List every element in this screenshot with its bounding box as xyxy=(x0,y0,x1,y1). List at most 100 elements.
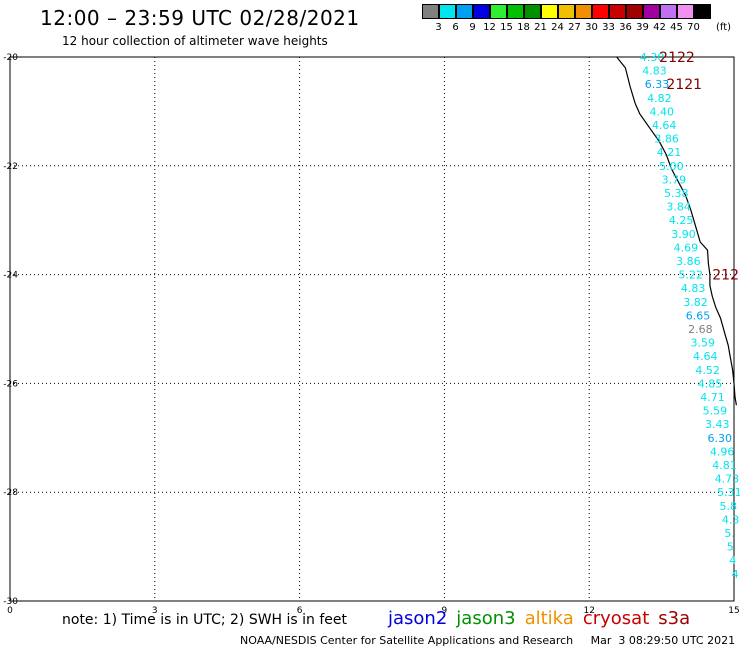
legend-swatch xyxy=(541,4,558,19)
page-subtitle: 12 hour collection of altimeter wave hei… xyxy=(62,34,328,48)
legend-swatch xyxy=(456,4,473,19)
credit-line: NOAA/NESDIS Center for Satellite Applica… xyxy=(240,634,740,647)
swh-label: 3.43 xyxy=(705,418,730,431)
legend-label: 70 xyxy=(687,22,700,33)
legend-label: 30 xyxy=(585,22,598,33)
grid-lines xyxy=(10,57,734,601)
y-tick-label: -26 xyxy=(3,379,18,389)
legend-label: 27 xyxy=(568,22,581,33)
swh-labels: 4.304.836.334.824.404.643.864.215.003.79… xyxy=(640,51,740,581)
axis-ticks: 0 3 6 9 12 15 -20 -22 -24 -26 -28 -30 xyxy=(3,53,739,616)
time-label: 2120 xyxy=(712,268,740,284)
legend-swatch xyxy=(626,4,643,19)
swh-label: 2.68 xyxy=(688,323,713,336)
x-tick-label: 0 xyxy=(7,606,13,616)
legend-swatch xyxy=(575,4,592,19)
x-tick-label: 9 xyxy=(442,606,448,616)
x-tick-label: 3 xyxy=(152,606,158,616)
legend-swatch xyxy=(660,4,677,19)
satellite-name: jason2 xyxy=(388,608,448,629)
legend-label: 21 xyxy=(534,22,547,33)
swh-label: 3.90 xyxy=(671,228,696,241)
swh-label: 3.79 xyxy=(662,173,687,186)
time-label: 2121 xyxy=(666,77,702,93)
legend-swatch xyxy=(524,4,541,19)
swh-label: 5.31 xyxy=(717,486,740,499)
swh-label: 5.59 xyxy=(703,405,728,418)
legend-swatch xyxy=(592,4,609,19)
y-tick-label: -30 xyxy=(3,597,18,607)
swh-label: 6.65 xyxy=(686,309,711,322)
legend-label: 9 xyxy=(469,22,476,33)
satellite-track xyxy=(616,56,737,406)
legend-swatch xyxy=(609,4,626,19)
swh-label: 4.64 xyxy=(693,350,718,363)
legend-label: 6 xyxy=(452,22,459,33)
legend-label: 45 xyxy=(670,22,683,33)
legend-label: 33 xyxy=(602,22,615,33)
legend-label: 12 xyxy=(483,22,496,33)
legend-unit: (ft) xyxy=(716,22,732,33)
x-tick-label: 15 xyxy=(728,606,739,616)
y-tick-label: -20 xyxy=(3,53,18,63)
swh-label: 3.59 xyxy=(691,337,716,350)
legend-swatch xyxy=(643,4,660,19)
swh-label: 5.22 xyxy=(678,269,703,282)
swh-label: 5 xyxy=(727,541,734,554)
legend-label: 15 xyxy=(500,22,513,33)
swh-label: 4.21 xyxy=(657,146,682,159)
legend-label: 39 xyxy=(636,22,649,33)
swh-label: 4.83 xyxy=(681,282,706,295)
swh-label: 4.73 xyxy=(715,473,740,486)
swh-label: 4 xyxy=(732,568,739,581)
legend-swatch xyxy=(558,4,575,19)
swh-label: 4.25 xyxy=(669,214,694,227)
swh-label: 5.38 xyxy=(664,187,689,200)
swh-label: 4.3 xyxy=(722,513,740,526)
legend-swatch xyxy=(507,4,524,19)
legend-swatch xyxy=(422,4,439,19)
swh-label: 4.40 xyxy=(650,105,675,118)
legend-label: 42 xyxy=(653,22,666,33)
swh-label: 3.86 xyxy=(676,255,701,268)
x-tick-label: 6 xyxy=(297,606,303,616)
legend-swatch xyxy=(473,4,490,19)
footer-note: note: 1) Time is in UTC; 2) SWH is in fe… xyxy=(62,612,348,628)
legend-label: 24 xyxy=(551,22,564,33)
swh-label: 5.8 xyxy=(720,500,738,513)
swh-label: 5.00 xyxy=(659,160,684,173)
x-tick-label: 12 xyxy=(583,606,594,616)
swh-label: 4.69 xyxy=(674,241,699,254)
y-tick-label: -22 xyxy=(3,162,18,172)
satellite-name: cryosat xyxy=(582,608,650,629)
legend-label: 36 xyxy=(619,22,632,33)
swh-label: 4.82 xyxy=(647,92,672,105)
legend-label: 18 xyxy=(517,22,530,33)
credit-org: NOAA/NESDIS Center for Satellite Applica… xyxy=(240,634,574,647)
swh-label: 4.81 xyxy=(712,459,737,472)
legend-swatch xyxy=(677,4,694,19)
swh-label: 6.30 xyxy=(707,432,732,445)
legend-swatch xyxy=(694,4,711,19)
swh-label: 5. xyxy=(724,527,735,540)
swh-label: 4.85 xyxy=(698,377,723,390)
swh-label: 4.52 xyxy=(695,364,720,377)
plot-frame xyxy=(9,56,735,602)
satellite-name: jason3 xyxy=(456,608,516,629)
legend-swatch xyxy=(439,4,456,19)
track-line xyxy=(616,56,737,406)
swh-label: 4 xyxy=(729,554,736,567)
legend-swatch xyxy=(490,4,507,19)
satellite-name: altika xyxy=(524,608,574,629)
swh-label: 6.33 xyxy=(645,78,670,91)
swh-label: 4.71 xyxy=(700,391,725,404)
y-tick-label: -28 xyxy=(3,488,18,498)
time-label: 2122 xyxy=(659,50,695,66)
swh-label: 3.84 xyxy=(666,201,691,214)
credit-timestamp: Mar 3 08:29:50 UTC 2021 xyxy=(590,634,736,647)
y-tick-label: -24 xyxy=(3,271,18,281)
swh-label: 3.82 xyxy=(683,296,708,309)
swh-label: 4.64 xyxy=(652,119,677,132)
satellite-name: s3a xyxy=(658,608,691,629)
